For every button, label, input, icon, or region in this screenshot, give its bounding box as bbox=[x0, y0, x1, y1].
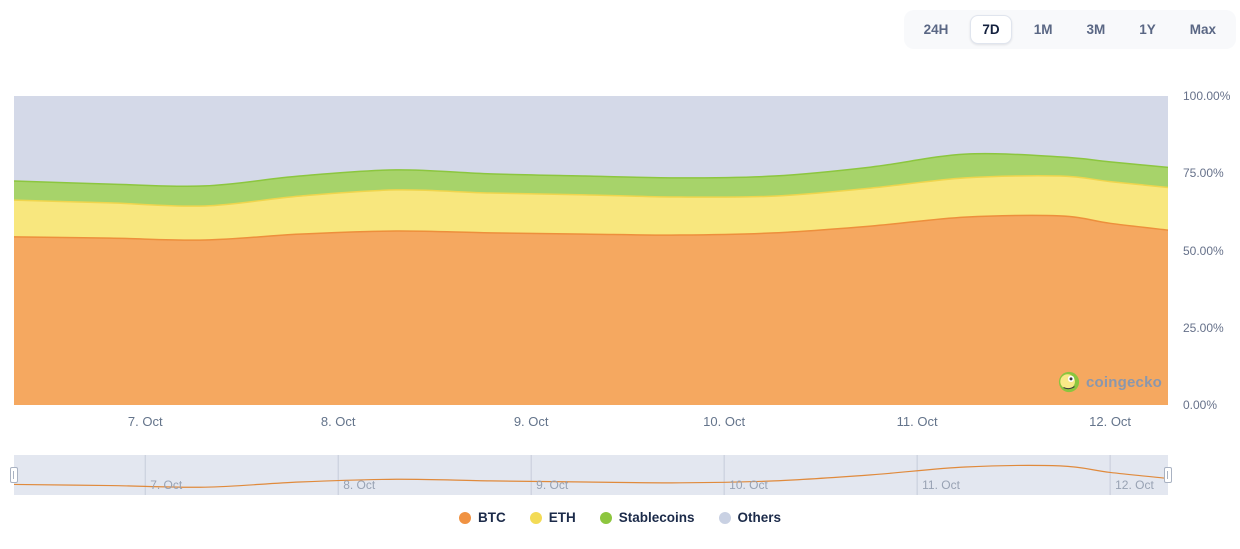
legend-item-eth[interactable]: ETH bbox=[529, 510, 576, 525]
legend-marker-icon bbox=[529, 511, 542, 524]
navigator-track[interactable] bbox=[14, 455, 1168, 495]
legend-label: ETH bbox=[548, 510, 576, 525]
legend-label: BTC bbox=[477, 510, 506, 525]
timerange-button-max[interactable]: Max bbox=[1178, 15, 1228, 44]
timerange-selector: 24H 7D 1M 3M 1Y Max bbox=[903, 10, 1236, 49]
x-axis-tick: 11. Oct bbox=[896, 414, 938, 429]
legend-marker-icon bbox=[458, 511, 471, 524]
navigator-handle-right[interactable] bbox=[1164, 467, 1172, 483]
btc-line bbox=[14, 214, 1168, 241]
navigator-btc-line bbox=[14, 464, 1168, 488]
dominance-chart: coingecko bbox=[14, 96, 1168, 405]
navigator-date-label: 7. Oct bbox=[150, 478, 183, 492]
navigator-handle-left[interactable] bbox=[10, 467, 18, 483]
timerange-button-1m[interactable]: 1M bbox=[1022, 15, 1065, 44]
legend-item-stablecoins[interactable]: Stablecoins bbox=[599, 510, 695, 525]
navigator-date-label: 11. Oct bbox=[922, 478, 960, 492]
navigator-date-label: 8. Oct bbox=[343, 478, 376, 492]
timerange-button-1y[interactable]: 1Y bbox=[1127, 15, 1168, 44]
x-axis-tick: 12. Oct bbox=[1089, 414, 1132, 429]
timerange-button-24h[interactable]: 24H bbox=[912, 15, 961, 44]
x-axis-tick: 7. Oct bbox=[127, 414, 163, 429]
x-axis-tick: 9. Oct bbox=[513, 414, 549, 429]
timerange-button-7d[interactable]: 7D bbox=[970, 15, 1012, 44]
legend-label: Stablecoins bbox=[618, 510, 695, 525]
legend-label: Others bbox=[737, 510, 782, 525]
y-axis-tick: 50.00% bbox=[1183, 243, 1224, 258]
legend-marker-icon bbox=[718, 511, 731, 524]
x-axis-tick: 8. Oct bbox=[320, 414, 356, 429]
navigator-minichart bbox=[14, 455, 1168, 495]
legend-item-btc[interactable]: BTC bbox=[458, 510, 506, 525]
y-axis-tick: 75.00% bbox=[1183, 166, 1224, 181]
eth-line bbox=[14, 175, 1168, 207]
stablecoins-line bbox=[14, 152, 1168, 188]
legend-marker-icon bbox=[599, 511, 612, 524]
timerange-button-3m[interactable]: 3M bbox=[1074, 15, 1117, 44]
legend-item-others[interactable]: Others bbox=[718, 510, 782, 525]
chart-legend: BTC ETH Stablecoins Others bbox=[0, 510, 1240, 525]
navigator-date-label: 12. Oct bbox=[1115, 478, 1154, 492]
navigator-date-label: 10. Oct bbox=[729, 478, 768, 492]
y-axis-tick: 0.00% bbox=[1183, 398, 1218, 412]
chart-plot-area[interactable] bbox=[14, 96, 1168, 405]
navigator-date-label: 9. Oct bbox=[536, 478, 569, 492]
y-axis-tick: 25.00% bbox=[1183, 320, 1224, 335]
x-axis-tick: 10. Oct bbox=[703, 414, 746, 429]
y-axis-tick: 100.00% bbox=[1183, 89, 1231, 103]
btc-area[interactable] bbox=[14, 215, 1168, 405]
